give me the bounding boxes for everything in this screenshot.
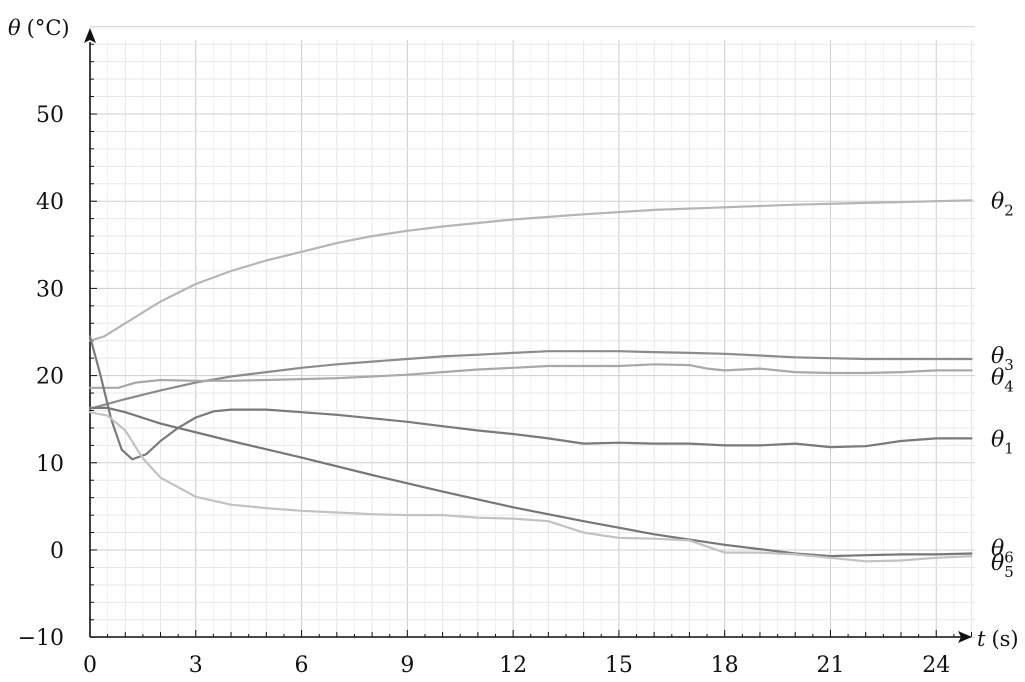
- x-tick-label: 0: [83, 653, 97, 678]
- x-tick-label: 12: [499, 653, 527, 678]
- series-θ4-line: [88, 363, 973, 389]
- grid: [90, 26, 975, 638]
- series-θ1-label: θ1: [991, 427, 1014, 457]
- series-lines: [88, 199, 973, 563]
- series-θ6-label: θ6: [991, 536, 1014, 566]
- x-tick-label: 24: [922, 653, 950, 678]
- axes: [84, 28, 972, 643]
- series-θ6-line: [88, 406, 973, 558]
- y-tick-label: 40: [36, 190, 64, 215]
- series-θ2-line: [88, 199, 973, 342]
- x-axis-arrow: [958, 631, 972, 643]
- series-θ3-label: θ3: [991, 344, 1014, 374]
- y-axis-arrow: [84, 28, 96, 43]
- series-θ5-line: [88, 411, 973, 563]
- x-tick-label: 18: [711, 653, 739, 678]
- x-axis-label: t (s): [977, 627, 1019, 651]
- x-tick-label: 3: [189, 653, 203, 678]
- y-tick-label: 50: [36, 103, 64, 128]
- y-tick-label: 0: [50, 539, 64, 564]
- series-θ1-line: [88, 335, 973, 461]
- y-tick-label: −10: [18, 626, 64, 651]
- y-tick-label: 30: [36, 277, 64, 302]
- y-tick-label: 10: [36, 452, 64, 477]
- x-tick-label: 9: [400, 653, 414, 678]
- series-θ5-label: θ5: [991, 551, 1014, 581]
- y-axis-label: θ (°C): [8, 16, 70, 40]
- y-tick-labels: −10 0 10 20 30 40 50: [18, 103, 64, 651]
- x-tick-label: 6: [295, 653, 309, 678]
- series-θ3-line: [88, 350, 973, 410]
- series-θ4-label: θ4: [991, 365, 1014, 395]
- series-θ2-label: θ2: [991, 189, 1014, 219]
- x-tick-label: 21: [816, 653, 844, 678]
- x-tick-labels: 0 3 6 9 12 15 18 21 24: [83, 653, 950, 678]
- x-tick-label: 15: [605, 653, 633, 678]
- y-tick-label: 20: [36, 365, 64, 390]
